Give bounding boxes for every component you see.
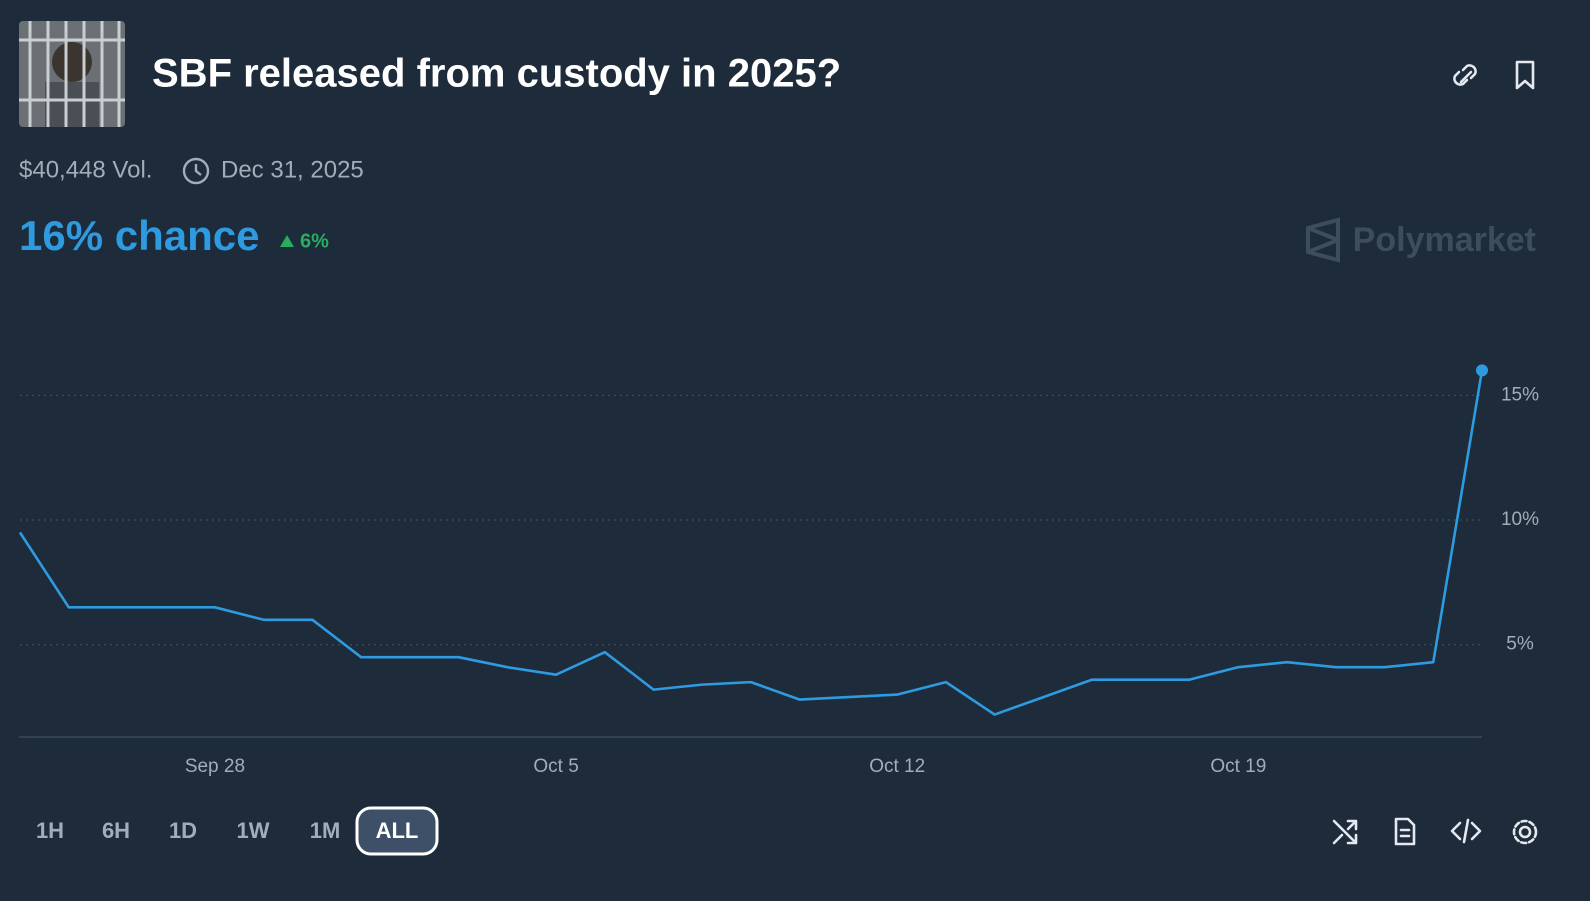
x-tick-label: Oct 12 — [869, 756, 925, 777]
y-tick-label: 5% — [1506, 634, 1534, 655]
document-icon[interactable] — [1394, 817, 1416, 846]
y-tick-label: 10% — [1501, 509, 1539, 530]
thumbnail — [19, 21, 125, 127]
range-button[interactable]: 1M — [310, 818, 341, 843]
chance: 16% chance — [19, 212, 259, 259]
range-button[interactable]: 1W — [237, 818, 270, 843]
range-button[interactable]: ALL — [376, 818, 419, 843]
range-button[interactable]: 1D — [169, 818, 197, 843]
x-tick-label: Oct 5 — [533, 756, 578, 777]
range-active — [355, 806, 439, 856]
brand: Polymarket — [1353, 221, 1536, 259]
brand-logo — [1306, 217, 1340, 263]
settings-icon[interactable] — [1512, 819, 1538, 845]
up-arrow — [280, 235, 294, 247]
last-point — [1476, 364, 1488, 377]
range-selector: 1H 6H 1D 1W 1M ALL — [36, 806, 439, 856]
bookmark-icon[interactable] — [1515, 60, 1535, 90]
x-tick-label: Sep 28 — [185, 756, 245, 777]
volume: $40,448 Vol. — [19, 156, 152, 183]
y-tick-label: 15% — [1501, 384, 1539, 405]
clock-icon — [182, 157, 210, 185]
embed-icon[interactable] — [1450, 818, 1482, 844]
range-button[interactable]: 6H — [102, 818, 130, 843]
price-line — [18, 370, 1484, 716]
shuffle-icon[interactable] — [1332, 819, 1358, 845]
title: SBF released from custody in 2025? — [152, 52, 841, 96]
change: 6% — [300, 230, 329, 252]
link-icon[interactable] — [1453, 64, 1477, 86]
range-button[interactable]: 1H — [36, 818, 64, 843]
end-date: Dec 31, 2025 — [221, 156, 364, 183]
x-tick-label: Oct 19 — [1210, 756, 1266, 777]
